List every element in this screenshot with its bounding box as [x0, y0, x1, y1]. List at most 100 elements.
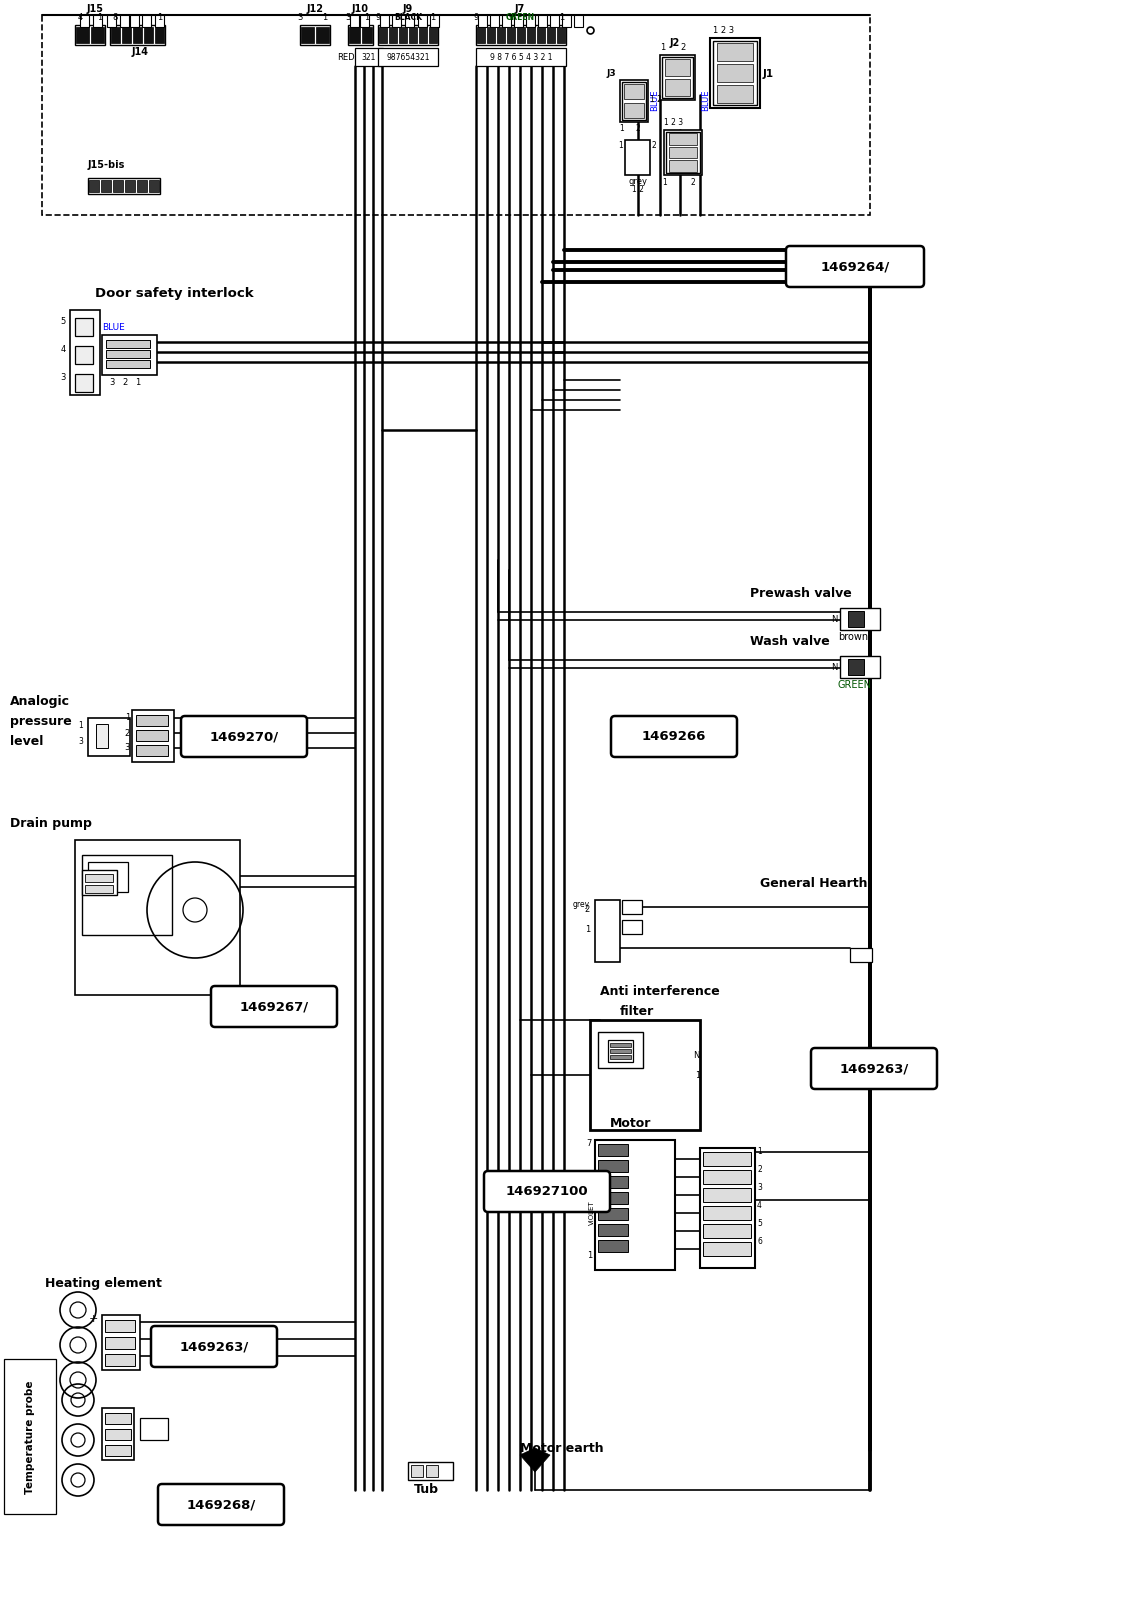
Bar	[547, 27, 556, 43]
Bar	[536, 27, 545, 43]
Bar	[594, 1139, 675, 1270]
Bar	[703, 1206, 751, 1219]
Text: Temperature probe: Temperature probe	[25, 1379, 35, 1493]
Text: BLUE: BLUE	[102, 323, 124, 333]
Bar	[624, 83, 644, 99]
FancyBboxPatch shape	[211, 986, 337, 1027]
Bar	[429, 27, 437, 43]
Bar	[102, 1315, 140, 1370]
Bar	[105, 1320, 135, 1331]
Text: 1: 1	[430, 13, 436, 22]
Text: 1 2: 1 2	[632, 186, 644, 194]
Bar	[348, 26, 373, 45]
Text: 8: 8	[112, 13, 118, 22]
Text: 7: 7	[586, 1139, 592, 1149]
Text: brown: brown	[837, 632, 868, 642]
Text: Prewash valve: Prewash valve	[750, 587, 851, 600]
Text: 1469267/: 1469267/	[240, 1000, 308, 1013]
Text: J9: J9	[403, 3, 413, 14]
FancyBboxPatch shape	[151, 1326, 277, 1366]
Text: Wash valve: Wash valve	[750, 635, 830, 648]
Bar	[598, 1144, 628, 1155]
Bar	[136, 715, 168, 726]
Text: 2: 2	[122, 378, 128, 387]
Text: 1469264/: 1469264/	[820, 259, 890, 274]
Bar	[105, 1338, 135, 1349]
Text: N: N	[832, 662, 837, 672]
Bar	[666, 133, 699, 173]
Bar	[362, 27, 372, 43]
Bar	[703, 1170, 751, 1184]
Bar	[393, 14, 400, 27]
Text: Motor: Motor	[610, 1117, 652, 1130]
Bar	[622, 920, 642, 934]
Bar	[301, 27, 314, 43]
Text: 2: 2	[636, 125, 640, 133]
Text: 3: 3	[756, 1184, 762, 1192]
Bar	[88, 178, 160, 194]
Bar	[88, 718, 130, 757]
Text: 4: 4	[60, 346, 66, 355]
Bar	[477, 27, 485, 43]
Text: 4: 4	[78, 13, 82, 22]
Bar	[100, 179, 111, 192]
Bar	[136, 746, 168, 757]
FancyBboxPatch shape	[157, 1485, 284, 1525]
Text: 9 8 7 6 5 4 3 2 1: 9 8 7 6 5 4 3 2 1	[489, 53, 552, 61]
Bar	[111, 27, 120, 43]
Bar	[710, 38, 760, 109]
Text: 1: 1	[661, 43, 665, 51]
Text: +: +	[89, 1314, 98, 1325]
Text: 6: 6	[756, 1237, 762, 1246]
Bar	[430, 14, 439, 27]
Bar	[70, 310, 100, 395]
Bar	[665, 59, 690, 75]
Text: Drain pump: Drain pump	[10, 818, 92, 830]
Text: 5: 5	[60, 317, 66, 326]
Bar	[155, 27, 164, 43]
Text: 1: 1	[136, 378, 140, 387]
Text: 1: 1	[559, 13, 565, 22]
Bar	[610, 1050, 631, 1053]
Text: 2: 2	[680, 43, 686, 51]
Bar	[418, 14, 427, 27]
Text: 1469270/: 1469270/	[210, 730, 278, 742]
Bar	[355, 48, 383, 66]
Text: 987654321: 987654321	[387, 53, 430, 61]
Bar	[408, 27, 418, 43]
Bar	[378, 48, 438, 66]
Text: 2: 2	[756, 1165, 762, 1174]
Bar	[718, 43, 753, 61]
Bar	[106, 360, 149, 368]
Text: GREEN: GREEN	[505, 13, 535, 22]
Text: 1469263/: 1469263/	[179, 1341, 249, 1354]
Text: 1: 1	[618, 141, 623, 149]
Bar	[408, 1462, 453, 1480]
Bar	[399, 27, 407, 43]
Bar	[140, 1418, 168, 1440]
Bar	[840, 608, 880, 630]
Text: Anti interference: Anti interference	[600, 986, 720, 998]
Bar	[94, 14, 102, 27]
Bar	[76, 27, 89, 43]
Bar	[840, 656, 880, 678]
Bar	[703, 1152, 751, 1166]
Text: J1: J1	[763, 69, 774, 78]
Text: grey: grey	[573, 899, 590, 909]
Bar	[91, 27, 104, 43]
Text: 2: 2	[584, 906, 590, 915]
Text: J15: J15	[87, 3, 104, 14]
Bar	[574, 14, 583, 27]
Bar	[665, 78, 690, 96]
Text: 9: 9	[474, 13, 478, 22]
FancyBboxPatch shape	[786, 246, 924, 286]
Text: J14: J14	[131, 46, 148, 58]
Bar	[96, 723, 108, 749]
Bar	[105, 1413, 131, 1424]
Text: 1469263/: 1469263/	[840, 1062, 908, 1075]
Text: 1: 1	[157, 13, 163, 22]
Text: 1: 1	[663, 178, 667, 187]
Bar	[378, 26, 438, 45]
Bar	[155, 14, 164, 27]
Text: 1 2 3: 1 2 3	[713, 26, 734, 35]
